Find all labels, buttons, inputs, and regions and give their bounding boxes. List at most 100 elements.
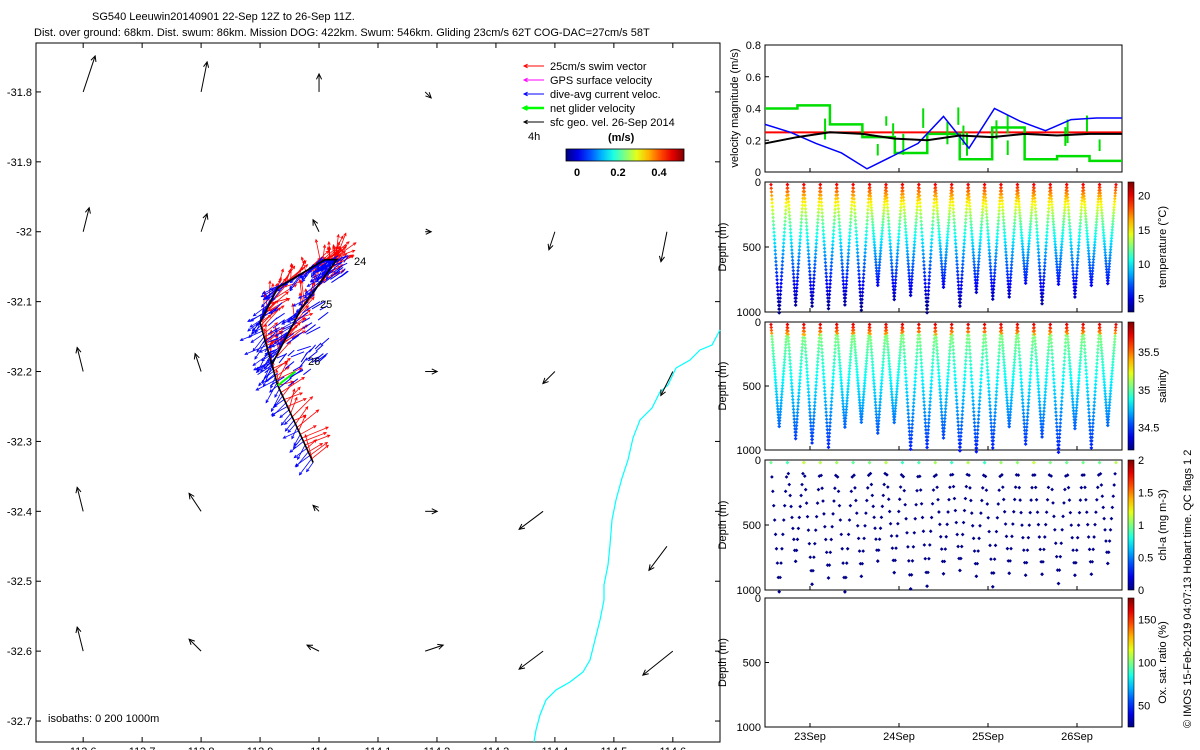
profile-dot xyxy=(909,277,914,282)
profile-dot xyxy=(787,210,792,214)
profile-dot xyxy=(900,326,905,330)
profile-dot xyxy=(819,340,824,344)
profile-dot xyxy=(822,382,827,386)
profile-dot xyxy=(867,185,872,190)
profile-dot xyxy=(975,439,979,443)
profile-dot xyxy=(999,328,1004,333)
profile-dot xyxy=(792,414,796,418)
map-x-tick-label: 114.4 xyxy=(542,746,569,750)
profile-dot xyxy=(999,322,1003,327)
profile-dot xyxy=(780,255,785,260)
profile-dot xyxy=(953,384,958,388)
profile-dot xyxy=(1008,275,1013,280)
profile-dot xyxy=(927,414,932,418)
profile-dot xyxy=(888,375,893,380)
profile-dot xyxy=(804,353,808,357)
profile-dot xyxy=(921,259,926,264)
profile-dot xyxy=(900,185,905,190)
profile-dot xyxy=(778,412,782,417)
colorbar-tick-label: 0 xyxy=(1138,585,1144,597)
profile-dot xyxy=(843,425,847,429)
profile-dot xyxy=(934,332,938,337)
profile-dot xyxy=(906,268,911,272)
profile-dot xyxy=(960,269,965,274)
profile-dot xyxy=(843,299,848,304)
profile-dot xyxy=(822,389,827,393)
profile-dot xyxy=(848,227,852,232)
profile-dot xyxy=(980,216,984,221)
profile-dot xyxy=(912,386,917,391)
profile-dot xyxy=(851,186,856,191)
profile-dot xyxy=(887,359,891,363)
profile-dot xyxy=(974,284,979,289)
profile-dot xyxy=(1001,348,1005,353)
profile-dot xyxy=(1016,339,1021,344)
profile-dot xyxy=(800,345,805,350)
profile-dot xyxy=(964,347,969,352)
profile-dot xyxy=(954,255,959,260)
profile-dot xyxy=(823,264,828,268)
profile-dot xyxy=(891,281,895,285)
profile-dot xyxy=(823,399,828,404)
current-cluster-line xyxy=(311,353,324,363)
profile-dot xyxy=(1008,416,1012,420)
profile-dot xyxy=(782,234,786,238)
profile-dot xyxy=(932,343,936,348)
profile-dot xyxy=(779,274,784,278)
profile-dot xyxy=(779,398,784,403)
profile-dot xyxy=(957,434,961,439)
profile-dot xyxy=(806,380,810,384)
profile-dot xyxy=(905,404,910,409)
profile-dot xyxy=(841,285,846,290)
profile-dot xyxy=(869,200,873,204)
geo-velocity-arrow xyxy=(188,492,202,512)
profile-dot xyxy=(999,325,1004,330)
profile-dot xyxy=(791,275,796,280)
profile-dot xyxy=(884,325,889,330)
profile-dot xyxy=(921,392,926,397)
profile-dot xyxy=(877,409,882,414)
profile-dot xyxy=(877,269,881,273)
profile-dot xyxy=(978,238,983,242)
current-cluster-line xyxy=(333,268,341,276)
profile-dot xyxy=(917,336,922,341)
profile-dot xyxy=(907,274,912,279)
profile-dot xyxy=(880,225,885,230)
profile-dot xyxy=(792,417,797,421)
profile-dot xyxy=(831,375,836,379)
profile-dot xyxy=(898,353,902,358)
profile-dot xyxy=(836,337,840,342)
profile-dot xyxy=(795,417,799,421)
profile-dot xyxy=(948,342,953,346)
current-cluster-line xyxy=(306,326,321,335)
profile-dot xyxy=(961,255,966,260)
profile-dot xyxy=(978,388,983,392)
profile-dot xyxy=(786,196,791,201)
profile-dot xyxy=(880,366,885,370)
current-cluster-line xyxy=(325,270,334,276)
profile-dot xyxy=(1018,360,1022,364)
profile-dot xyxy=(896,241,901,246)
map-x-tick-label: 113.8 xyxy=(188,746,215,750)
current-cluster-line xyxy=(294,312,309,323)
profile-dot xyxy=(989,274,993,279)
profile-dot xyxy=(855,240,859,244)
profile-dot xyxy=(962,245,966,249)
profile-dot xyxy=(863,373,868,377)
profile-dot xyxy=(935,345,939,350)
profile-dot xyxy=(829,399,834,404)
profile-dot xyxy=(909,290,913,295)
profile-dot xyxy=(926,431,930,436)
profile-dot xyxy=(823,257,828,261)
profile-dot xyxy=(890,271,895,276)
profile-dot xyxy=(967,195,971,199)
profile-dot xyxy=(872,390,877,395)
profile-dot xyxy=(866,342,870,346)
current-cluster-line xyxy=(340,262,348,267)
profile-dot xyxy=(928,403,932,408)
swim-vector xyxy=(289,262,294,281)
profile-dot xyxy=(808,273,812,277)
profile-dot xyxy=(794,289,799,294)
profile-dot xyxy=(991,442,995,447)
profile-dot xyxy=(981,344,986,349)
